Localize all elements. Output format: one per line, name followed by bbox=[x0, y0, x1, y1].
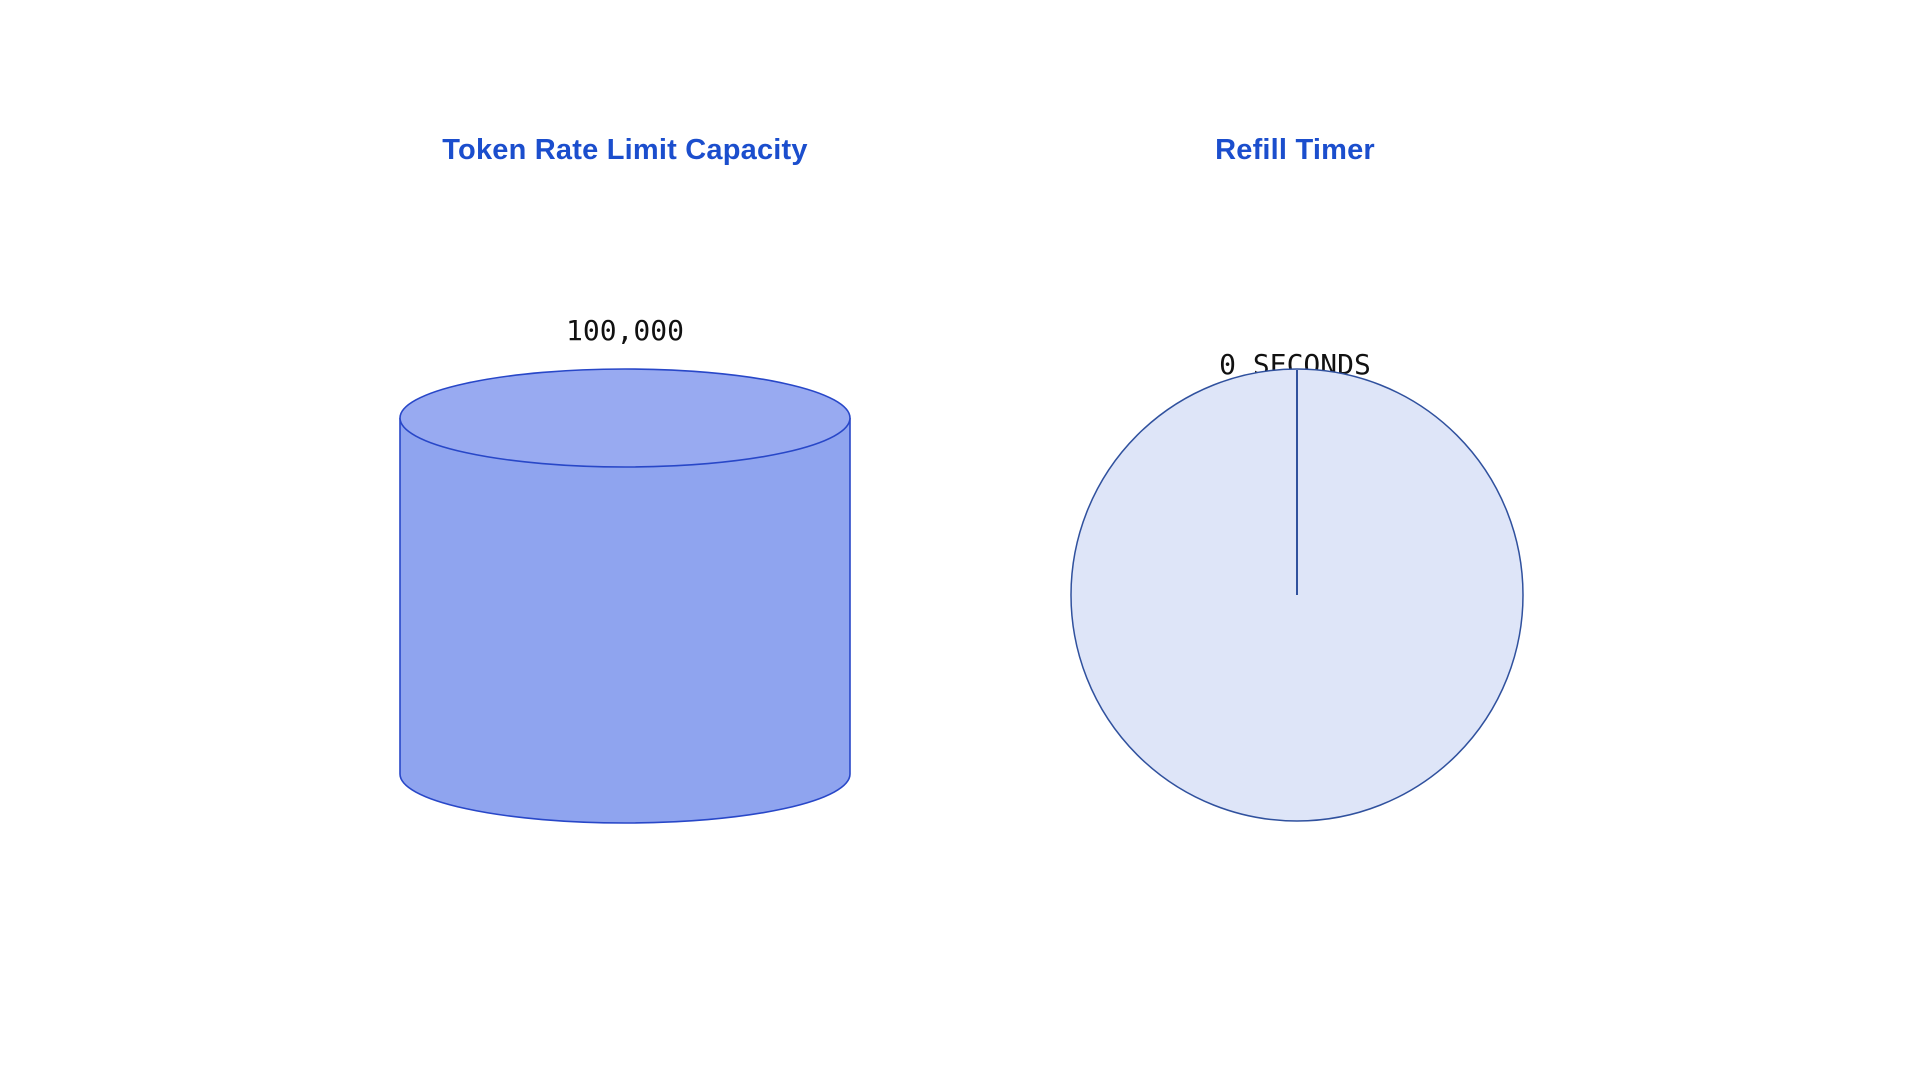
tank-outline bbox=[399, 418, 851, 824]
tank-graphic bbox=[399, 368, 851, 824]
tank-body bbox=[400, 418, 850, 823]
timer-graphic bbox=[1070, 368, 1524, 822]
refill-title: Refill Timer bbox=[1215, 134, 1375, 166]
capacity-title: Token Rate Limit Capacity bbox=[442, 134, 808, 166]
capacity-amount-label: 100,000 bbox=[565, 314, 684, 347]
tank-top-ellipse bbox=[399, 368, 851, 468]
